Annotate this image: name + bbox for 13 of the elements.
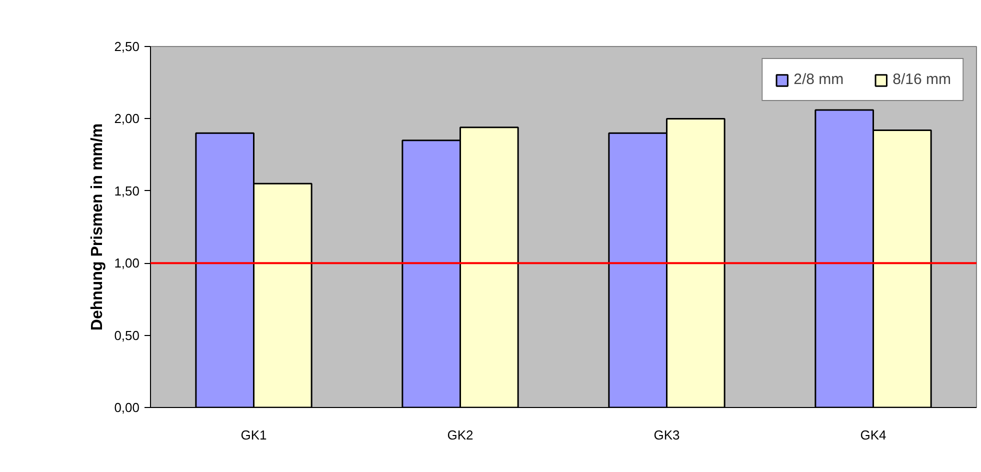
y-axis-title: Dehnung Prismen in mm/m	[89, 123, 106, 331]
legend-label: 8/16 mm	[892, 71, 951, 88]
x-tick-label: GK2	[447, 428, 474, 442]
y-tick-label: 1,50	[114, 183, 140, 198]
x-tick-label: GK1	[240, 428, 267, 442]
y-tick-label: 2,00	[114, 111, 140, 126]
x-tick-label: GK3	[654, 428, 680, 442]
legend-label: 2/8 mm	[794, 71, 844, 88]
y-tick-label: 1,00	[114, 256, 140, 271]
y-tick-label: 0,50	[114, 328, 140, 343]
y-tick-label: 0,00	[114, 400, 140, 415]
y-tick-label: 2,50	[114, 39, 140, 54]
x-tick-label: GK4	[860, 428, 886, 442]
